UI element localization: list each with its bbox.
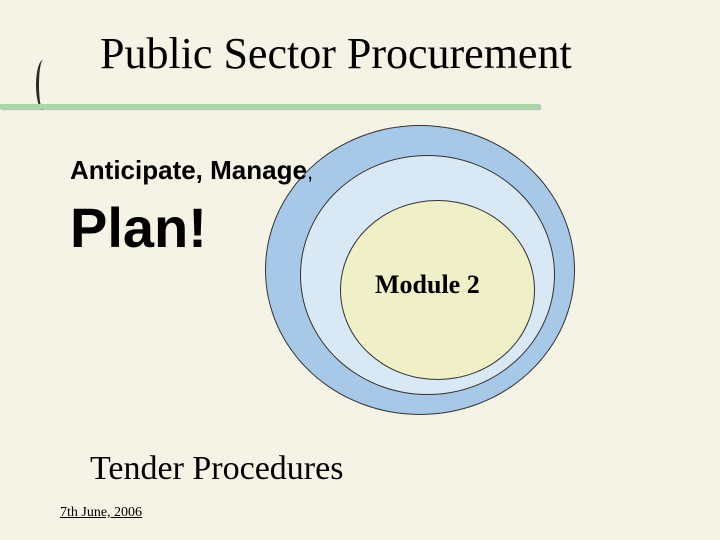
subtitle: Anticipate, Manage,: [70, 155, 313, 186]
page-title: Public Sector Procurement: [100, 28, 572, 79]
date-label: 7th June, 2006: [60, 505, 142, 521]
title-underline: [0, 104, 540, 109]
module-label: Module 2: [375, 270, 480, 300]
subtitle-text: Anticipate, Manage: [70, 155, 307, 185]
subtitle-comma: ,: [307, 159, 313, 184]
subheading: Tender Procedures: [90, 450, 343, 488]
plan-heading: Plan!: [70, 195, 207, 260]
decorative-paren: [36, 60, 50, 110]
